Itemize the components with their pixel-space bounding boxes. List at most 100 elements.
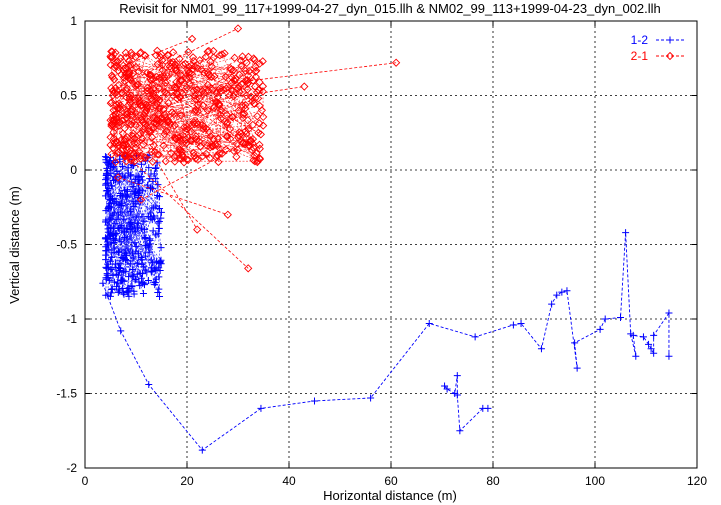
data-point xyxy=(111,48,120,57)
data-point xyxy=(246,92,256,101)
data-point xyxy=(119,61,128,70)
data-point xyxy=(120,290,128,298)
data-point xyxy=(109,211,117,219)
data-point xyxy=(104,274,112,282)
data-point xyxy=(109,271,117,279)
data-point xyxy=(156,205,164,213)
data-point xyxy=(148,216,156,224)
data-point xyxy=(122,110,131,119)
data-point xyxy=(188,53,198,62)
data-point xyxy=(114,110,124,119)
data-point xyxy=(129,254,137,262)
data-point xyxy=(206,143,215,152)
data-point xyxy=(629,331,637,339)
x-tick-label: 80 xyxy=(486,474,500,488)
data-point xyxy=(453,372,461,380)
data-point xyxy=(249,54,258,63)
series-line xyxy=(120,57,259,134)
data-point xyxy=(133,80,143,89)
data-point xyxy=(111,110,120,119)
data-point xyxy=(129,265,137,273)
data-point xyxy=(170,157,179,166)
data-point xyxy=(138,168,146,176)
data-point xyxy=(254,128,263,137)
data-point xyxy=(158,66,167,75)
y-tick-label: 1 xyxy=(70,14,77,28)
data-point xyxy=(159,141,168,150)
data-point xyxy=(131,276,139,284)
data-point xyxy=(148,89,158,98)
data-point xyxy=(253,112,262,121)
data-point xyxy=(121,48,130,57)
data-point xyxy=(217,50,227,59)
data-point xyxy=(111,58,121,67)
data-point xyxy=(110,177,118,185)
data-point xyxy=(186,127,196,136)
data-point xyxy=(171,134,180,143)
data-point xyxy=(131,239,139,247)
data-point xyxy=(114,99,124,108)
data-point xyxy=(553,291,561,299)
data-point xyxy=(235,128,244,137)
data-point xyxy=(176,76,185,85)
data-point xyxy=(235,87,244,97)
data-point xyxy=(155,73,164,82)
data-point xyxy=(179,158,189,167)
data-point xyxy=(107,162,115,170)
data-point xyxy=(102,171,110,179)
data-point xyxy=(160,130,169,139)
data-point xyxy=(249,99,259,108)
data-point xyxy=(220,117,229,126)
data-point xyxy=(102,243,110,251)
data-point xyxy=(117,238,125,246)
data-point xyxy=(102,256,110,264)
data-point xyxy=(243,76,252,85)
data-point xyxy=(193,225,202,234)
data-point xyxy=(178,89,187,98)
data-point xyxy=(117,277,125,285)
data-point xyxy=(158,56,167,65)
data-point xyxy=(134,219,142,227)
axis-ticks: 0 20 40 60 80 100 120 -2 -1.5 -1 -0.5 0 0.5 1 xyxy=(56,14,707,488)
data-point xyxy=(155,285,163,293)
data-point xyxy=(244,66,254,76)
data-point xyxy=(154,288,162,296)
data-point xyxy=(120,215,128,223)
data-point xyxy=(131,96,140,106)
data-point xyxy=(107,192,115,200)
data-point xyxy=(180,123,189,132)
data-point xyxy=(144,117,153,127)
data-point xyxy=(195,94,204,103)
data-point xyxy=(207,62,216,71)
data-point xyxy=(259,121,268,130)
data-point xyxy=(246,136,255,145)
data-point xyxy=(102,235,110,243)
data-point xyxy=(199,122,209,132)
data-point xyxy=(166,148,176,158)
series-cluster-1-2 xyxy=(101,151,165,301)
data-point xyxy=(154,150,164,159)
data-point xyxy=(537,345,545,353)
data-point xyxy=(186,69,196,78)
data-point xyxy=(114,288,122,296)
data-point xyxy=(116,208,124,216)
data-point xyxy=(111,231,119,239)
data-point xyxy=(122,84,132,93)
data-point xyxy=(126,120,136,129)
data-point xyxy=(243,85,252,94)
data-point xyxy=(133,138,142,148)
data-point xyxy=(391,58,401,67)
x-tick-label: 0 xyxy=(82,474,89,488)
data-point xyxy=(189,117,198,127)
data-point xyxy=(143,83,152,93)
data-point xyxy=(140,108,150,118)
data-point xyxy=(161,78,170,87)
data-point xyxy=(126,219,134,227)
data-point xyxy=(252,149,261,158)
data-point xyxy=(111,158,120,167)
data-point xyxy=(149,227,157,235)
data-point xyxy=(238,113,248,123)
data-point xyxy=(118,276,126,284)
data-point xyxy=(179,60,188,70)
data-point xyxy=(650,331,658,339)
